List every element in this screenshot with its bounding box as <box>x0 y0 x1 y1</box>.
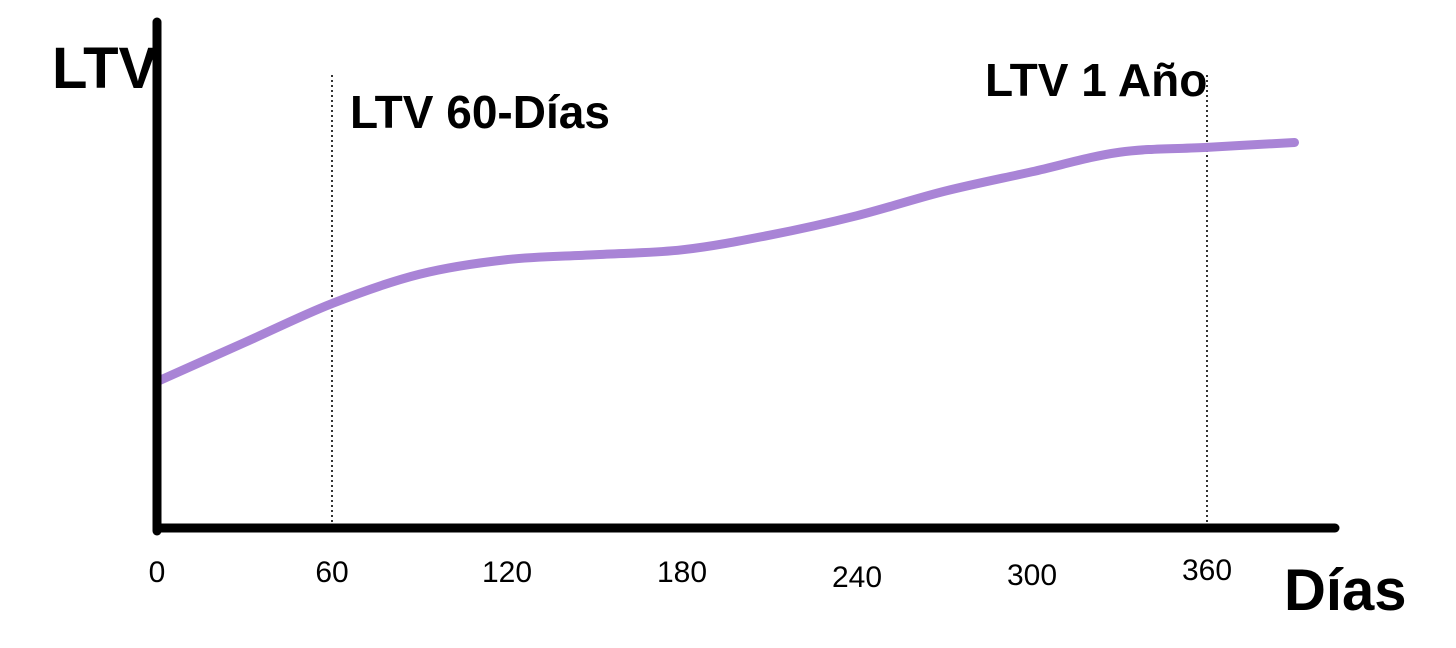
x-tick-labels: 0 60 120 180 240 300 360 <box>149 554 1232 594</box>
x-tick-label: 0 <box>149 556 166 589</box>
x-tick-label: 240 <box>832 561 882 594</box>
x-tick-label: 300 <box>1007 559 1057 592</box>
axes <box>152 17 1340 536</box>
x-tick-label: 360 <box>1182 554 1232 587</box>
annotation-guides <box>331 75 1208 524</box>
y-axis-title: LTV <box>52 36 158 101</box>
series-layer <box>152 137 1299 387</box>
x-tick-label: 180 <box>657 556 707 589</box>
annotation-label: LTV 60-Días <box>350 86 610 138</box>
x-axis-title: Días <box>1284 558 1407 623</box>
x-tick-label: 120 <box>482 556 532 589</box>
annotation-label: LTV 1 Año <box>985 54 1207 106</box>
annotation-labels: LTV 60-Días LTV 1 Año <box>350 54 1207 138</box>
x-tick-label: 60 <box>315 556 348 589</box>
ltv-series-line <box>152 137 1299 387</box>
